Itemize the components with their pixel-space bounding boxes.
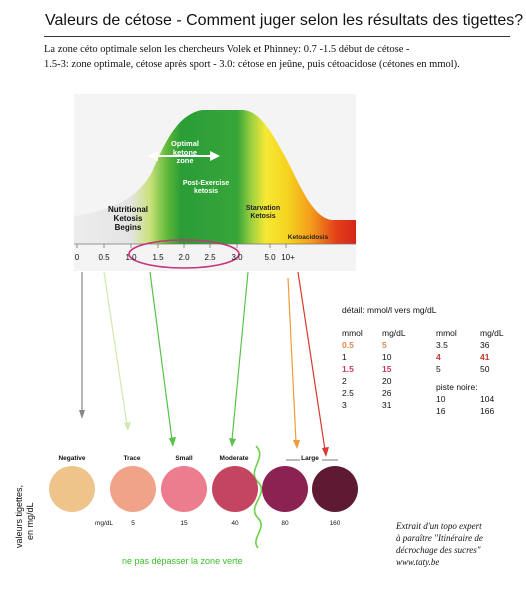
green-zone-squiggle: [253, 445, 263, 549]
arrow-small: [149, 271, 173, 441]
detail-right-table: mmol mg/dL 3.5 36 4 41 5 50 piste noire: 10 1…: [436, 328, 504, 416]
green-zone-note: ne pas dépasser la zone verte: [122, 556, 243, 566]
page-title: Valeurs de cétose - Comment juger selon …: [45, 12, 524, 29]
color-pad-trace: [110, 466, 156, 512]
mg-label: mg/dL: [94, 520, 114, 527]
color-pad-negative: [49, 466, 95, 512]
starvation-ketosis-label: Starvation Ketosis: [245, 205, 281, 221]
strip-label-trace: Trace: [123, 455, 141, 462]
color-pad-small: [161, 466, 207, 512]
detail-heading: détail: mmol/l vers mg/dL: [342, 305, 437, 315]
arrow-large-2: [297, 271, 326, 451]
strip-label-small: Small: [175, 455, 193, 462]
ketone-zone-svg: [74, 94, 356, 271]
tick-label: 3.0: [231, 253, 243, 262]
strip-value: 15: [180, 520, 188, 527]
post-exercise-label: Post-Exercise ketosis: [182, 180, 230, 196]
ketoacidosis-label: Ketoacidosis: [287, 234, 329, 241]
optimal-zone-label: Optimal ketone zone: [171, 139, 199, 166]
arrow-trace: [103, 271, 128, 426]
nutritional-ketosis-label: Nutritional Ketosis Begins: [108, 205, 148, 233]
color-pad-moderate: [212, 466, 258, 512]
svg-text:valeurs tigettes,: valeurs tigettes,: [14, 485, 24, 548]
tick-label: 2.0: [178, 253, 190, 262]
col-header: mg/dL: [382, 328, 406, 338]
tick-label: 1.0: [125, 253, 137, 262]
col-header: mmol: [342, 328, 363, 338]
svg-text:en mg/dL: en mg/dL: [25, 502, 35, 540]
col-header: mg/dL: [480, 328, 504, 338]
intro-line-2: 1.5-3: zone optimale, cétose après sport…: [44, 59, 460, 70]
strip-value: 40: [231, 520, 239, 527]
source-note: Extrait d'un topo expert à paraître "Iti…: [396, 521, 483, 567]
optimal-zone-ellipse: [128, 239, 240, 269]
color-pad-large-1: [262, 466, 308, 512]
ketone-zone-curve: [74, 110, 356, 244]
strip-label-large: Large: [301, 455, 319, 462]
arrow-right-icon: [210, 151, 220, 161]
ketone-zone-chart: [74, 94, 356, 271]
tick-label: 1.5: [152, 253, 164, 262]
title-divider: [44, 36, 510, 37]
strip-label-negative: Negative: [58, 455, 86, 462]
strip-value: 160: [329, 520, 341, 527]
strip-y-label: valeurs tigettes, en mg/dL: [12, 460, 38, 550]
tick-label: 2.5: [204, 253, 216, 262]
strip-value: 5: [131, 520, 135, 527]
tick-label: 10+: [281, 253, 295, 262]
strip-value: 80: [281, 520, 289, 527]
arrow-moderate: [231, 271, 249, 441]
arrow-large-1: [287, 277, 297, 443]
strip-label-moderate: Moderate: [219, 455, 249, 462]
tick-label: 5.0: [264, 253, 276, 262]
arrow-left-icon: [148, 151, 158, 161]
tick-label: 0.5: [98, 253, 110, 262]
detail-left-table: mmol mg/dL 0.5 5 1 10 1.5 15 2 20 2.5 26 3 31: [342, 328, 406, 410]
piste-label: piste noire:: [436, 382, 478, 392]
col-header: mmol: [436, 328, 457, 338]
color-pad-large-2: [312, 466, 358, 512]
intro-line-1: La zone céto optimale selon les chercheu…: [44, 44, 410, 55]
tick-label: 0: [74, 253, 80, 262]
